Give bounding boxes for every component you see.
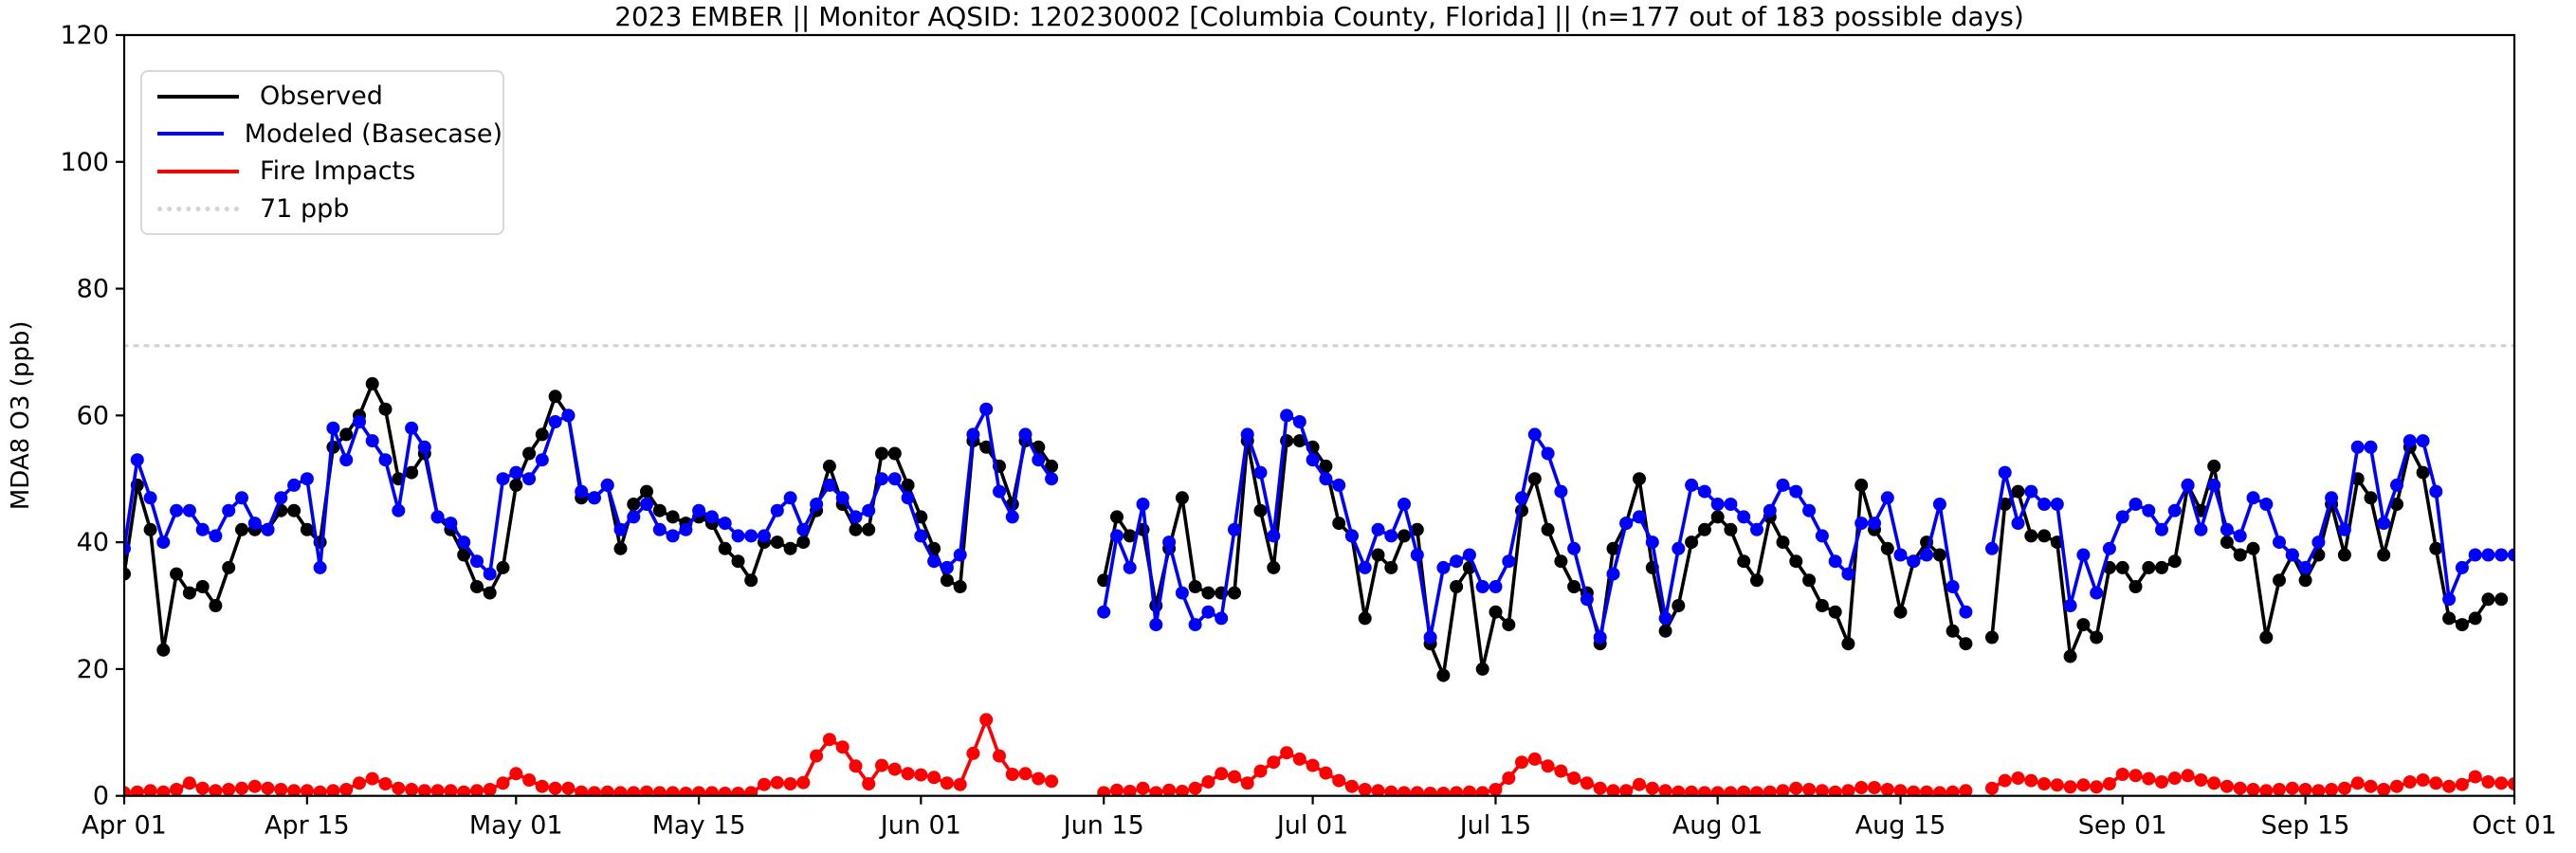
legend-label-threshold: 71 ppb bbox=[260, 193, 350, 224]
y-axis-label: MDA8 O3 (ppb) bbox=[7, 321, 35, 511]
chart-title: 2023 EMBER || Monitor AQSID: 120230002 [… bbox=[614, 1, 2024, 32]
x-tick-label: Sep 15 bbox=[2261, 811, 2350, 841]
threshold-line-icon bbox=[157, 206, 239, 211]
y-tick-label: 120 bbox=[60, 21, 109, 50]
y-tick-label: 20 bbox=[77, 655, 109, 684]
modeled-series bbox=[123, 402, 2515, 644]
legend-item-observed: Observed bbox=[157, 78, 502, 116]
x-tick-label: Jun 15 bbox=[1062, 811, 1144, 841]
legend-item-fire: Fire Impacts bbox=[157, 153, 502, 191]
y-tick-label: 60 bbox=[77, 401, 109, 430]
x-axis: Apr 01 Apr 15 May 01 May 15 Jun 01 Jun 15 Jul … bbox=[82, 795, 2557, 841]
x-tick-label: Oct 01 bbox=[2472, 811, 2557, 841]
x-tick-label: Jul 01 bbox=[1275, 811, 1349, 841]
legend-item-threshold: 71 ppb bbox=[157, 191, 502, 228]
fire-line-icon bbox=[157, 169, 239, 173]
x-tick-label: Sep 01 bbox=[2078, 811, 2167, 841]
legend-label-modeled: Modeled (Basecase) bbox=[244, 118, 502, 149]
y-tick-label: 40 bbox=[77, 528, 109, 557]
fire-impacts-series bbox=[123, 713, 2515, 797]
legend-item-modeled: Modeled (Basecase) bbox=[157, 116, 502, 154]
x-tick-label: Apr 15 bbox=[265, 811, 350, 841]
x-tick-label: Aug 15 bbox=[1855, 811, 1946, 841]
observed-series bbox=[123, 376, 2509, 682]
y-tick-label: 80 bbox=[77, 275, 109, 304]
y-axis: 0 20 40 60 80 100 120 bbox=[60, 21, 124, 811]
observed-line-icon bbox=[157, 94, 239, 99]
legend: Observed Modeled (Basecase) Fire Impacts… bbox=[140, 70, 504, 235]
x-tick-label: Jul 15 bbox=[1458, 811, 1532, 841]
x-tick-label: May 15 bbox=[652, 811, 746, 841]
y-tick-label: 0 bbox=[93, 782, 109, 811]
legend-label-observed: Observed bbox=[260, 82, 383, 112]
x-tick-label: Jun 01 bbox=[879, 811, 961, 841]
y-tick-label: 100 bbox=[60, 148, 109, 177]
x-tick-label: Aug 01 bbox=[1672, 811, 1763, 841]
legend-label-fire: Fire Impacts bbox=[260, 156, 416, 187]
x-tick-label: May 01 bbox=[469, 811, 563, 841]
x-tick-label: Apr 01 bbox=[82, 811, 167, 841]
modeled-line-icon bbox=[157, 132, 224, 136]
